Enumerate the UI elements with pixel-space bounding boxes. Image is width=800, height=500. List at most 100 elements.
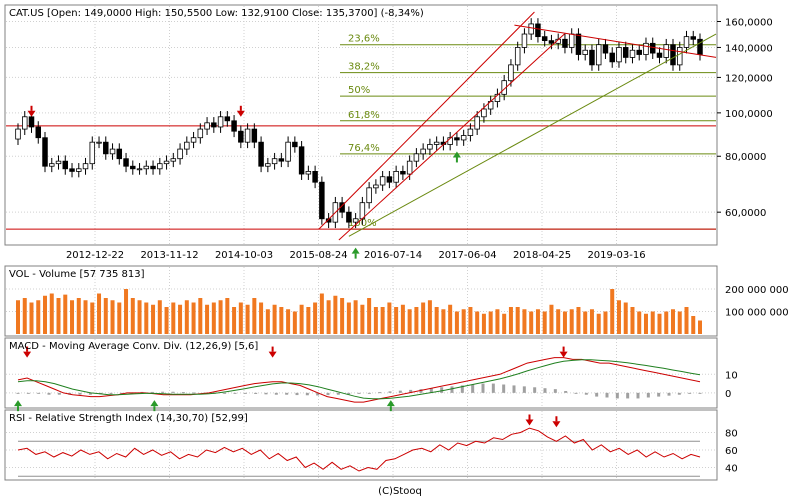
volume-bar bbox=[313, 302, 318, 334]
volume-bar bbox=[373, 307, 378, 334]
macd-histogram-bar bbox=[440, 387, 444, 393]
macd-histogram-bar bbox=[409, 389, 413, 393]
macd-histogram-bar bbox=[37, 392, 41, 394]
macd-histogram-bar bbox=[78, 392, 82, 395]
candle bbox=[278, 158, 285, 162]
date-tick-label: 2018-04-25 bbox=[513, 250, 571, 261]
volume-bar bbox=[596, 313, 601, 334]
price-tick-label: 120,0000 bbox=[725, 73, 773, 84]
volume-layer bbox=[16, 289, 702, 334]
candle bbox=[467, 128, 474, 136]
price-tick-label: 160,0000 bbox=[725, 17, 773, 28]
volume-bar bbox=[657, 313, 662, 334]
candle bbox=[670, 44, 676, 66]
volume-bar bbox=[542, 311, 547, 334]
volume-bar bbox=[583, 311, 588, 334]
volume-bar bbox=[360, 304, 365, 334]
volume-bar bbox=[380, 307, 385, 334]
volume-bar bbox=[151, 304, 156, 334]
macd-histogram-bar bbox=[698, 392, 702, 394]
volume-bar bbox=[22, 298, 27, 334]
volume-bar bbox=[508, 307, 513, 334]
volume-bar bbox=[124, 289, 129, 334]
candle bbox=[305, 171, 312, 175]
volume-bar bbox=[211, 302, 216, 334]
macd-histogram-bar bbox=[481, 383, 485, 393]
volume-bar bbox=[117, 302, 122, 334]
volume-bar bbox=[326, 300, 331, 334]
candle bbox=[224, 116, 231, 122]
candle bbox=[413, 153, 420, 162]
candle bbox=[170, 158, 177, 162]
volume-bar bbox=[407, 309, 412, 334]
volume-bar bbox=[603, 311, 608, 334]
candle bbox=[76, 168, 82, 172]
candle bbox=[231, 120, 237, 132]
rsi-tick-label: 40 bbox=[725, 464, 738, 475]
candle bbox=[460, 135, 467, 141]
candle bbox=[589, 49, 595, 66]
volume-bar bbox=[333, 295, 338, 334]
price-layer: 23,6%38,2%50%61,8%76,4%100% bbox=[6, 11, 717, 259]
volume-bar bbox=[562, 311, 567, 334]
candle bbox=[35, 126, 41, 139]
volume-bar bbox=[576, 307, 581, 334]
candle bbox=[238, 130, 244, 143]
volume-bar bbox=[49, 293, 54, 334]
macd-histogram-bar bbox=[171, 391, 175, 393]
fib-level-label: 50% bbox=[348, 85, 370, 96]
candle bbox=[373, 184, 379, 189]
candle bbox=[690, 36, 696, 40]
date-tick-label: 2017-06-04 bbox=[438, 250, 496, 261]
macd-histogram-bar bbox=[16, 392, 20, 394]
candle bbox=[190, 137, 197, 143]
volume-bar bbox=[427, 300, 432, 334]
candle bbox=[82, 163, 89, 170]
candle bbox=[433, 141, 440, 145]
volume-bar bbox=[164, 307, 169, 334]
candle bbox=[136, 168, 143, 171]
copyright: (C)Stooq bbox=[378, 486, 422, 497]
candle bbox=[251, 128, 258, 143]
price-tick-label: 60,0000 bbox=[725, 208, 766, 219]
macd-histogram-bar bbox=[150, 391, 154, 393]
candle bbox=[481, 108, 487, 118]
volume-bar bbox=[488, 311, 493, 334]
macd-sell-arrow bbox=[23, 351, 32, 358]
macd-histogram-bar bbox=[636, 392, 640, 399]
volume-bar bbox=[265, 309, 270, 334]
macd-histogram-bar bbox=[491, 383, 495, 393]
volume-bar bbox=[83, 300, 88, 334]
volume-bar bbox=[556, 309, 561, 334]
candle bbox=[292, 141, 298, 148]
volume-bar bbox=[637, 311, 642, 334]
macd-sell-arrow bbox=[559, 351, 568, 358]
rsi-line bbox=[17, 427, 701, 472]
candle bbox=[49, 163, 55, 167]
macd-histogram-bar bbox=[595, 392, 599, 397]
macd-histogram-bar bbox=[388, 391, 392, 393]
candle bbox=[244, 128, 251, 143]
macd-histogram-bar bbox=[223, 392, 227, 394]
volume-bar bbox=[29, 302, 34, 334]
candle bbox=[609, 52, 615, 63]
candle bbox=[508, 64, 514, 82]
candle bbox=[319, 181, 325, 220]
buy-signal-arrow bbox=[351, 247, 360, 254]
macd-header: MACD - Moving Average Conv. Div. (12,26,… bbox=[9, 341, 258, 352]
macd-histogram-bar bbox=[254, 392, 258, 394]
macd-histogram-bar bbox=[605, 392, 609, 398]
rsi-sell-arrow bbox=[525, 419, 534, 426]
candle bbox=[400, 171, 406, 175]
candle bbox=[427, 144, 433, 150]
volume-bar bbox=[367, 298, 372, 334]
volume-bar bbox=[623, 302, 628, 334]
macd-histogram-bar bbox=[574, 392, 578, 394]
volume-bar bbox=[616, 300, 621, 334]
volume-bar bbox=[394, 307, 399, 334]
macd-histogram-bar bbox=[264, 392, 268, 395]
candle bbox=[602, 44, 609, 54]
rsi-tick-label: 80 bbox=[725, 429, 738, 440]
price-header: CAT.US [Open: 149,0000 High: 150,5500 Lo… bbox=[9, 8, 424, 19]
volume-bar bbox=[481, 313, 486, 334]
